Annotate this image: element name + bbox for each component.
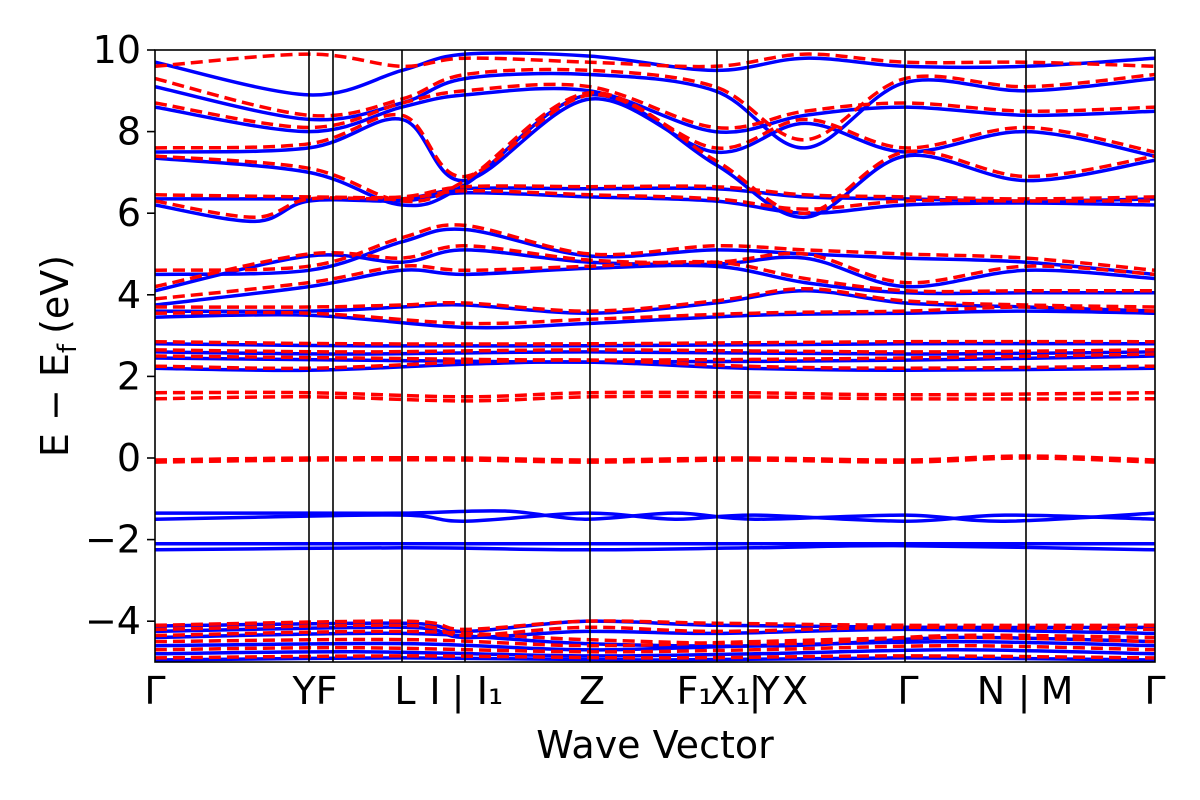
spin-up-band-15 bbox=[155, 288, 1155, 315]
spin-up-band-19 bbox=[155, 190, 1155, 224]
y-tick-label: 0 bbox=[117, 436, 141, 480]
spin-up-band-14 bbox=[155, 309, 1155, 330]
spin-down-band-21 bbox=[155, 91, 1155, 215]
spin-up-band-2 bbox=[155, 639, 1155, 652]
x-tick-label: Γ bbox=[144, 669, 165, 713]
y-ticks: −4 −2 0 2 4 6 8 10 bbox=[85, 28, 155, 643]
spin-down-band-19 bbox=[155, 188, 1155, 220]
spin-down-band-0 bbox=[155, 654, 1155, 660]
x-tick-label: Y bbox=[755, 669, 780, 713]
axes-frame bbox=[154, 49, 1156, 663]
spin-down-band-1 bbox=[155, 643, 1155, 654]
x-tick-label: F₁ bbox=[676, 669, 713, 713]
spin-up-band-25 bbox=[155, 51, 1155, 97]
spin-down-band-8 bbox=[155, 394, 1155, 403]
x-tick-label: Z bbox=[579, 669, 605, 713]
spin-down-band-23 bbox=[155, 82, 1155, 130]
spin-down-band-14 bbox=[155, 305, 1155, 326]
spin-up-band-0 bbox=[155, 656, 1155, 662]
spin-down-band-17 bbox=[155, 244, 1155, 289]
spin-down-band-7 bbox=[155, 454, 1155, 462]
spin-up-band-18 bbox=[155, 227, 1155, 277]
spin-up-band-9 bbox=[155, 509, 1155, 523]
spin-down-band-25 bbox=[155, 52, 1155, 69]
spin-up-band-11 bbox=[155, 354, 1155, 364]
x-tick-label: I bbox=[429, 669, 440, 713]
spin-up-band-4 bbox=[155, 625, 1155, 640]
x-tick-label: Γ bbox=[897, 669, 918, 713]
spin-down-band-18 bbox=[155, 223, 1155, 273]
x-axis-label: Wave Vector bbox=[536, 723, 774, 767]
x-tick-label: I₁ bbox=[477, 669, 503, 713]
kpoint-lines bbox=[308, 50, 1027, 662]
spin-down-band-24 bbox=[155, 67, 1155, 142]
x-tick-label: | bbox=[749, 669, 762, 714]
spin-down-band-12 bbox=[155, 348, 1155, 354]
x-tick-label: | bbox=[1018, 669, 1031, 714]
spin-up-band-13 bbox=[155, 341, 1155, 348]
y-axis-label-unit: (eV) bbox=[33, 255, 77, 334]
x-tick-label: N bbox=[977, 669, 1005, 713]
spin-up-band-22 bbox=[155, 97, 1155, 183]
y-axis-label-main: E − E bbox=[33, 353, 77, 457]
spin-down-band-22 bbox=[155, 93, 1155, 179]
spin-down-band-13 bbox=[155, 339, 1155, 346]
x-tick-label: | bbox=[452, 669, 465, 714]
y-axis-label: E − Ef (eV) bbox=[33, 255, 83, 457]
x-tick-label: L bbox=[394, 669, 415, 713]
spin-down-band-3 bbox=[155, 629, 1155, 646]
y-tick-label: 2 bbox=[117, 354, 141, 398]
spin-down-band-15 bbox=[155, 286, 1155, 313]
series-layer bbox=[155, 51, 1155, 662]
spin-up-band-1 bbox=[155, 648, 1155, 658]
spin-down-band-4 bbox=[155, 623, 1155, 638]
x-tick-label: Γ bbox=[1144, 669, 1165, 713]
y-tick-label: 6 bbox=[117, 191, 141, 235]
spin-up-band-3 bbox=[155, 631, 1155, 648]
spin-up-band-23 bbox=[155, 86, 1155, 134]
spin-up-band-12 bbox=[155, 350, 1155, 356]
spin-up-band-24 bbox=[155, 71, 1155, 150]
y-tick-label: 4 bbox=[117, 273, 141, 317]
y-tick-label: −2 bbox=[85, 518, 141, 562]
x-tick-label: YF bbox=[291, 669, 337, 713]
series-spin-down bbox=[155, 52, 1155, 660]
x-tick-label: M bbox=[1041, 669, 1074, 713]
x-tick-label: X₁ bbox=[709, 669, 750, 713]
spin-down-band-6 bbox=[155, 456, 1155, 464]
y-tick-label: −4 bbox=[85, 599, 141, 643]
spin-down-band-11 bbox=[155, 352, 1155, 362]
y-tick-label: 8 bbox=[117, 110, 141, 154]
y-tick-label: 10 bbox=[93, 28, 141, 72]
y-axis-label-sub: f bbox=[53, 343, 83, 353]
spin-down-band-20 bbox=[155, 184, 1155, 201]
x-tick-label: X bbox=[782, 669, 808, 713]
spin-down-band-5 bbox=[155, 619, 1155, 632]
spin-down-band-2 bbox=[155, 635, 1155, 648]
spin-up-band-6 bbox=[155, 543, 1155, 552]
